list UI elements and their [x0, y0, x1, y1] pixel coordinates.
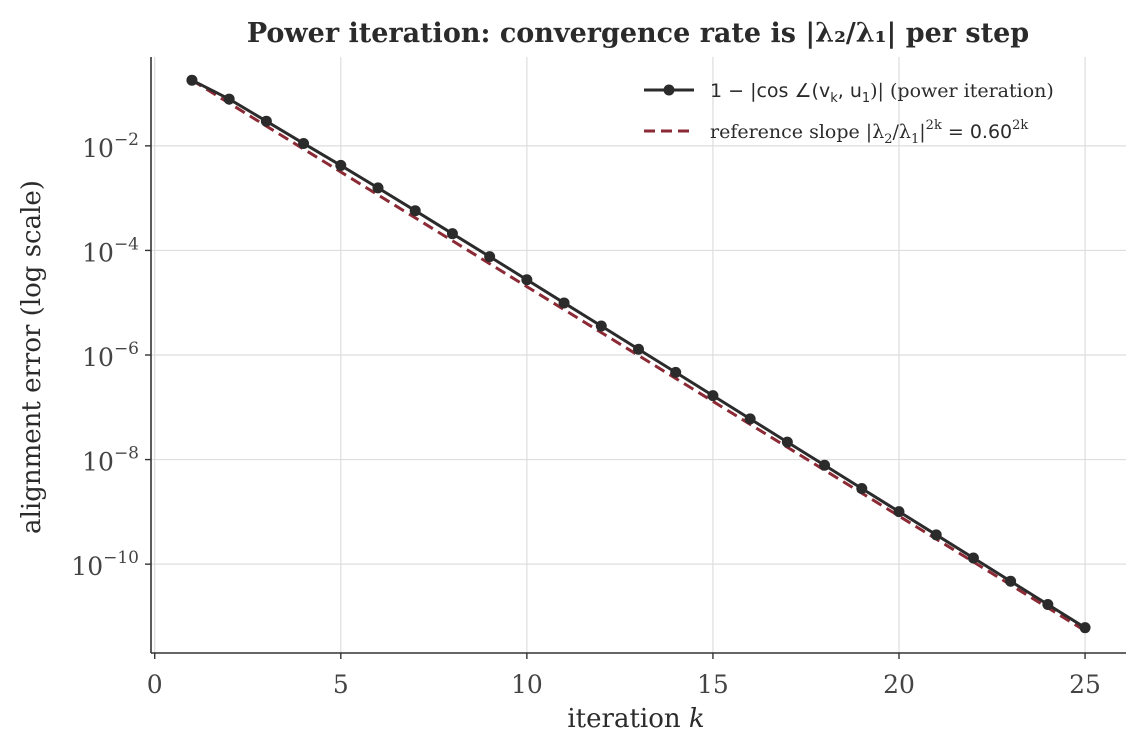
data-point-power-iteration [856, 482, 868, 494]
data-point-power-iteration [335, 159, 347, 171]
x-tick-label: 5 [333, 670, 349, 699]
y-tick-label: 10−10 [71, 548, 139, 581]
data-point-power-iteration [819, 459, 831, 471]
data-point-power-iteration [558, 297, 570, 309]
y-axis-label: alignment error (log scale) [17, 180, 47, 534]
y-tick-label: 10−6 [82, 339, 139, 372]
legend-marker-power-iteration [663, 84, 675, 96]
data-point-power-iteration [967, 552, 979, 564]
data-point-power-iteration [260, 115, 272, 127]
legend: 1 − |cos ∠(vk, u1)| (power iteration) re… [644, 80, 1054, 147]
data-point-power-iteration [893, 506, 905, 518]
y-tick-label: 10−4 [82, 234, 139, 267]
data-point-power-iteration [1042, 599, 1054, 611]
x-axis-label: iteration k [567, 704, 704, 734]
x-tick-label: 10 [511, 670, 543, 699]
data-point-power-iteration [633, 343, 644, 355]
data-point-power-iteration [670, 366, 682, 378]
x-axis-ticks: 0 5 10 15 20 25 [147, 653, 1101, 699]
data-point-power-iteration [484, 251, 496, 263]
data-point-power-iteration [930, 529, 942, 541]
data-point-power-iteration [521, 274, 533, 286]
plot-area [186, 74, 1091, 634]
data-point-power-iteration [595, 320, 607, 332]
y-axis-ticks: 10−2 10−4 10−6 10−8 10−10 [71, 130, 151, 581]
legend-label-reference-slope: reference slope |λ2/λ1|2k = 0.602k [710, 118, 1028, 147]
data-point-power-iteration [707, 390, 719, 402]
x-tick-label: 25 [1069, 670, 1101, 699]
data-point-power-iteration [781, 436, 793, 448]
chart-title: Power iteration: convergence rate is |λ₂… [247, 18, 1029, 49]
data-point-power-iteration [1079, 622, 1091, 634]
data-point-power-iteration [186, 74, 198, 86]
data-point-power-iteration [446, 228, 458, 240]
data-point-power-iteration [372, 182, 384, 194]
x-tick-label: 0 [147, 670, 163, 699]
legend-label-power-iteration: 1 − |cos ∠(vk, u1)| (power iteration) [710, 80, 1054, 106]
data-point-power-iteration [223, 93, 235, 105]
y-tick-label: 10−8 [82, 444, 139, 477]
data-point-power-iteration [298, 137, 310, 149]
data-point-power-iteration [409, 205, 421, 217]
y-tick-label: 10−2 [82, 130, 139, 163]
data-point-power-iteration [744, 413, 756, 425]
x-tick-label: 20 [883, 670, 915, 699]
grid [151, 57, 1126, 653]
x-tick-label: 15 [697, 670, 729, 699]
data-point-power-iteration [1005, 575, 1017, 587]
